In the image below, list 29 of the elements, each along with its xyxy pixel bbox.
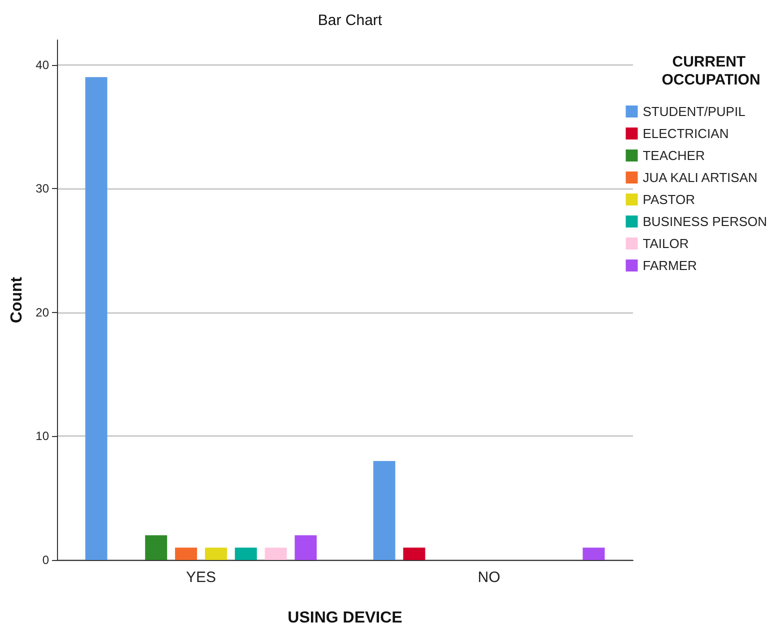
bar: [294, 535, 317, 560]
y-tick-label: 10: [36, 429, 50, 444]
y-tick-label: 0: [42, 553, 50, 567]
legend-label: JUA KALI ARTISAN: [642, 170, 758, 185]
legend-title: CURRENT OCCUPATION: [662, 54, 760, 88]
bar: [234, 548, 257, 560]
legend-label: BUSINESS PERSON: [642, 214, 768, 229]
y-axis-title: Count: [8, 276, 26, 324]
legend-label: FARMER: [642, 258, 697, 273]
bar: [264, 548, 287, 560]
bar: [403, 548, 426, 560]
bar: [175, 548, 198, 560]
legend-label: STUDENT/PUPIL: [642, 104, 746, 119]
bar: [582, 548, 605, 560]
bar: [204, 548, 227, 560]
y-tick-label: 20: [36, 305, 50, 320]
x-tick-label: NO: [478, 569, 500, 586]
bar: [145, 535, 168, 560]
bar: [373, 460, 396, 560]
x-tick-label: YES: [186, 569, 216, 586]
legend-label: TAILOR: [642, 236, 689, 251]
legend-label: PASTOR: [642, 192, 696, 207]
chart-title: Bar Chart: [318, 12, 383, 29]
bar: [85, 77, 108, 560]
y-tick-label: 30: [36, 182, 50, 196]
legend-label: TEACHER: [642, 148, 705, 163]
legend-label: ELECTRICIAN: [642, 126, 729, 141]
x-axis-title: USING DEVICE: [288, 610, 403, 626]
y-tick-label: 40: [36, 58, 50, 72]
